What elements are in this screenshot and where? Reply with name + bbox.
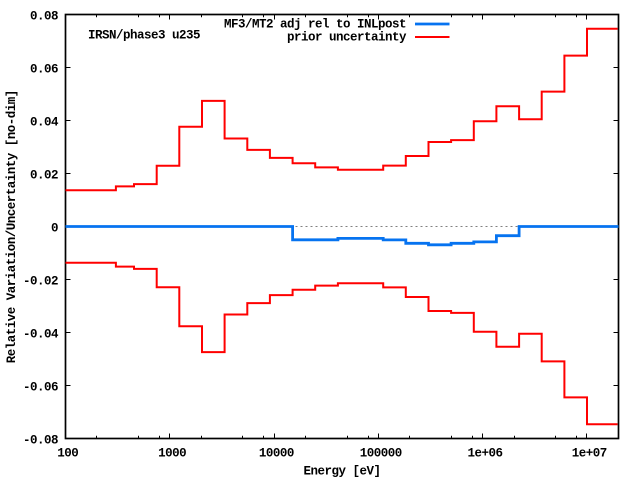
svg-text:100000: 100000 — [360, 447, 402, 461]
svg-text:Relative Variation/Uncertainty: Relative Variation/Uncertainty [no-dim] — [5, 90, 19, 363]
svg-text:0.06: 0.06 — [30, 63, 58, 77]
svg-text:MF3/MT2 adj rel to INLpost: MF3/MT2 adj rel to INLpost — [224, 18, 406, 32]
svg-text:0.08: 0.08 — [30, 10, 58, 24]
svg-text:-0.04: -0.04 — [23, 328, 59, 342]
svg-text:Energy [eV]: Energy [eV] — [303, 465, 380, 479]
svg-text:1e+06: 1e+06 — [467, 447, 502, 461]
svg-text:prior uncertainty: prior uncertainty — [287, 31, 407, 45]
svg-text:100: 100 — [57, 447, 78, 461]
svg-text:1e+07: 1e+07 — [572, 447, 607, 461]
svg-text:10000: 10000 — [259, 447, 294, 461]
svg-text:-0.06: -0.06 — [23, 381, 58, 395]
svg-text:0: 0 — [51, 222, 58, 236]
svg-text:0.02: 0.02 — [30, 169, 58, 183]
svg-text:-0.08: -0.08 — [23, 434, 58, 448]
svg-text:0.04: 0.04 — [30, 116, 59, 130]
svg-text:1000: 1000 — [158, 447, 186, 461]
svg-text:-0.02: -0.02 — [23, 275, 58, 289]
svg-text:IRSN/phase3 u235: IRSN/phase3 u235 — [88, 29, 200, 43]
